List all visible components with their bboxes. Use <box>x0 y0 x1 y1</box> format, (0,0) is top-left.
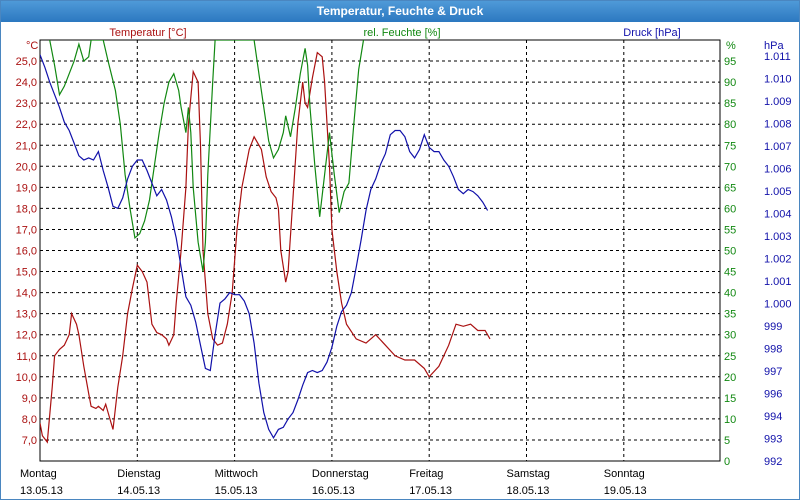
pressure-tick-label: 1.006 <box>764 164 792 176</box>
pressure-tick-label: 1.003 <box>764 231 792 243</box>
pressure-axis-title: Druck [hPa] <box>623 27 680 39</box>
x-date-label: 15.05.13 <box>215 485 258 497</box>
humidity-tick-label: 30 <box>724 330 736 342</box>
x-date-label: 14.05.13 <box>117 485 160 497</box>
pressure-tick-label: 1.005 <box>764 186 792 198</box>
x-date-label: 19.05.13 <box>604 485 647 497</box>
chart-grid <box>39 39 721 462</box>
humidity-tick-label: 70 <box>724 161 736 173</box>
humidity-tick-label: 85 <box>724 98 736 110</box>
humidity-tick-label: 75 <box>724 140 736 152</box>
temperature-tick-label: 19,0 <box>16 182 37 194</box>
chart-series <box>40 40 491 444</box>
x-day-label: Mittwoch <box>215 468 258 480</box>
temperature-tick-label: 24,0 <box>16 77 37 89</box>
humidity-axis-ticks: 0 5 10 15 20 25 30 35 40 45 50 55 60 65 70 75 80 85 90 95 <box>724 56 736 468</box>
humidity-tick-label: 35 <box>724 309 736 321</box>
humidity-unit-label: % <box>726 40 736 52</box>
temperature-tick-label: 16,0 <box>16 246 37 258</box>
x-day-label: Sonntag <box>604 468 645 480</box>
pressure-tick-label: 993 <box>764 434 782 446</box>
pressure-tick-label: 996 <box>764 389 782 401</box>
x-date-label: 16.05.13 <box>312 485 355 497</box>
humidity-tick-label: 15 <box>724 393 736 405</box>
temperature-tick-label: 8,0 <box>22 414 37 426</box>
temperature-tick-label: 20,0 <box>16 161 37 173</box>
humidity-tick-label: 10 <box>724 414 736 426</box>
temperature-tick-label: 22,0 <box>16 119 37 131</box>
series-line-temperature <box>40 51 491 444</box>
humidity-tick-label: 20 <box>724 372 736 384</box>
temperature-tick-label: 12,0 <box>16 330 37 342</box>
humidity-tick-label: 55 <box>724 224 736 236</box>
window-title: Temperatur, Feuchte & Druck <box>1 1 799 22</box>
pressure-tick-label: 994 <box>764 411 782 423</box>
pressure-tick-label: 1.011 <box>764 51 791 63</box>
pressure-tick-label: 1.000 <box>764 299 792 311</box>
humidity-tick-label: 45 <box>724 267 736 279</box>
temperature-tick-label: 9,0 <box>22 393 37 405</box>
pressure-tick-label: 1.007 <box>764 141 792 153</box>
humidity-tick-label: 90 <box>724 77 736 89</box>
temperature-unit-label: °C <box>26 40 38 52</box>
temperature-tick-label: 13,0 <box>16 309 37 321</box>
pressure-tick-label: 1.008 <box>764 119 792 131</box>
x-date-label: 18.05.13 <box>507 485 550 497</box>
humidity-tick-label: 60 <box>724 203 736 215</box>
series-line-pressure <box>40 54 489 439</box>
pressure-tick-label: 999 <box>764 321 782 333</box>
humidity-tick-label: 80 <box>724 119 736 131</box>
humidity-tick-label: 0 <box>724 456 730 468</box>
temperature-tick-label: 15,0 <box>16 267 37 279</box>
pressure-unit-label: hPa <box>764 40 784 52</box>
x-day-label: Freitag <box>409 468 443 480</box>
temperature-tick-label: 11,0 <box>16 351 37 363</box>
x-day-label: Samstag <box>507 468 550 480</box>
temperature-tick-label: 25,0 <box>16 56 37 68</box>
pressure-tick-label: 1.010 <box>764 74 792 86</box>
pressure-tick-label: 992 <box>764 456 782 468</box>
humidity-tick-label: 65 <box>724 182 736 194</box>
temperature-axis-ticks: 7,0 8,0 9,0 10,0 11,0 12,0 13,0 14,0 15,0 16,0 17,… <box>16 56 37 447</box>
temperature-tick-label: 18,0 <box>16 203 37 215</box>
humidity-tick-label: 25 <box>724 351 736 363</box>
x-date-label: 17.05.13 <box>409 485 452 497</box>
pressure-tick-label: 997 <box>764 366 782 378</box>
temperature-tick-label: 23,0 <box>16 98 37 110</box>
pressure-tick-label: 1.002 <box>764 254 792 266</box>
pressure-tick-label: 998 <box>764 344 782 356</box>
temperature-axis-title: Temperatur [°C] <box>109 27 186 39</box>
pressure-tick-label: 1.004 <box>764 209 792 221</box>
x-date-label: 13.05.13 <box>20 485 63 497</box>
x-day-label: Donnerstag <box>312 468 369 480</box>
temperature-tick-label: 14,0 <box>16 288 37 300</box>
humidity-tick-label: 50 <box>724 246 736 258</box>
temperature-tick-label: 17,0 <box>16 224 37 236</box>
humidity-tick-label: 95 <box>724 56 736 68</box>
x-axis-labels: Montag 13.05.13 Dienstag 14.05.13 Mittwoch 15… <box>20 468 647 497</box>
series-line-humidity <box>49 40 365 272</box>
humidity-tick-label: 5 <box>724 435 730 447</box>
humidity-axis-title: rel. Feuchte [%] <box>363 27 440 39</box>
humidity-tick-label: 40 <box>724 288 736 300</box>
x-day-label: Montag <box>20 468 57 480</box>
temperature-tick-label: 7,0 <box>22 435 37 447</box>
pressure-tick-label: 1.001 <box>764 276 792 288</box>
pressure-axis-ticks: 992 993 994 996 997 998 999 1.000 1.001 1.002 1.00… <box>764 51 792 468</box>
temperature-tick-label: 10,0 <box>16 372 37 384</box>
pressure-tick-label: 1.009 <box>764 96 792 108</box>
x-day-label: Dienstag <box>117 468 160 480</box>
temperature-tick-label: 21,0 <box>16 140 37 152</box>
